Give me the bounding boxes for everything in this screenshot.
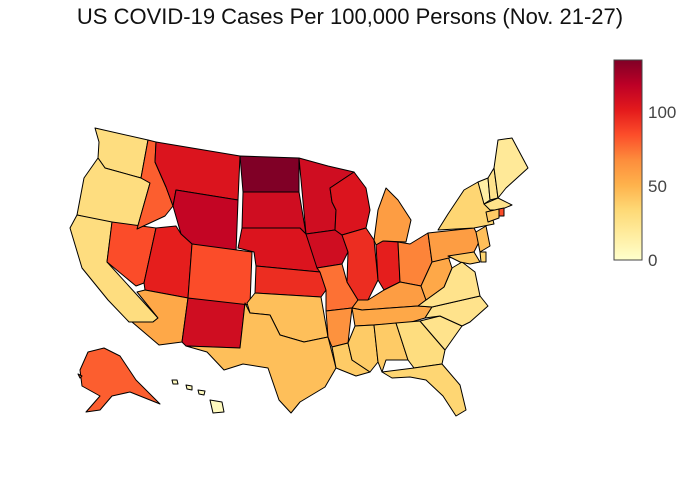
colorbar-gradient	[613, 59, 643, 261]
state-tx[interactable]	[185, 302, 337, 414]
state-ma[interactable]	[483, 197, 513, 211]
state-ct[interactable]	[485, 208, 500, 223]
state-me[interactable]	[493, 137, 529, 199]
states-layer	[69, 127, 529, 417]
state-ar[interactable]	[325, 307, 353, 348]
state-hi-island[interactable]	[197, 389, 206, 396]
colorbar: 0 50 100	[613, 59, 676, 270]
page-title: US COVID-19 Cases Per 100,000 Persons (N…	[76, 4, 624, 29]
state-mi[interactable]	[373, 187, 412, 246]
state-nv[interactable]	[106, 221, 157, 287]
state-ri[interactable]	[498, 207, 505, 217]
state-nm[interactable]	[181, 297, 246, 349]
state-nd[interactable]	[239, 155, 300, 193]
state-ak-island[interactable]	[77, 373, 83, 379]
state-md[interactable]	[447, 251, 481, 265]
state-hi-island[interactable]	[185, 384, 193, 391]
colorbar-tick-label: 100	[648, 103, 676, 122]
state-ks[interactable]	[254, 265, 327, 298]
state-hi[interactable]	[209, 399, 225, 414]
state-in[interactable]	[375, 240, 401, 291]
colorbar-tick-label: 50	[648, 177, 667, 196]
state-nj[interactable]	[475, 225, 491, 253]
state-fl[interactable]	[381, 363, 467, 417]
state-ak[interactable]	[79, 347, 161, 413]
state-hi-island[interactable]	[171, 379, 179, 385]
colorbar-tick-label: 0	[648, 251, 657, 270]
state-co[interactable]	[187, 243, 253, 306]
state-de[interactable]	[479, 251, 487, 263]
